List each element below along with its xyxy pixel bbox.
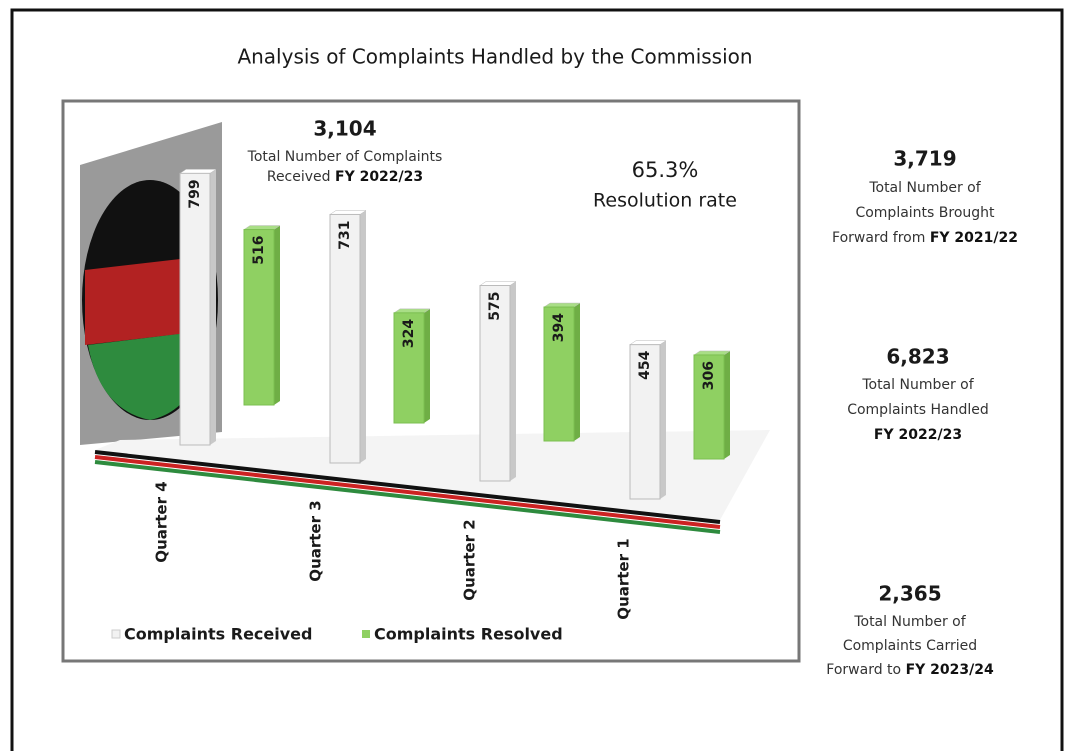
- bar-side: [574, 303, 580, 441]
- x-tick-label: Quarter 1: [615, 538, 633, 619]
- bar-side: [210, 169, 216, 445]
- bar-side: [424, 308, 430, 423]
- carried-line: Total Number of: [853, 614, 966, 630]
- chart-title: Analysis of Complaints Handled by the Co…: [237, 45, 752, 69]
- handled-value: 6,823: [886, 345, 949, 369]
- bar: [329, 213, 361, 464]
- handled-line: FY 2022/23: [874, 427, 962, 443]
- bar-top: [543, 302, 581, 308]
- bar: [693, 354, 725, 460]
- x-tick-label: Quarter 2: [461, 519, 479, 600]
- data-label: 394: [551, 313, 567, 342]
- bar: [243, 229, 275, 406]
- bar-top: [393, 308, 431, 314]
- received-line: Total Number of Complaints: [247, 149, 443, 165]
- bar: [179, 172, 211, 446]
- bar-side: [724, 350, 730, 459]
- text: FY 2023/24: [906, 662, 994, 678]
- handled-line: Total Number of: [861, 377, 974, 393]
- text: FY 2022/23: [335, 169, 423, 185]
- handled-line: Complaints Handled: [847, 402, 989, 418]
- bar-top: [179, 169, 217, 174]
- x-tick-label: Quarter 4: [153, 481, 171, 562]
- rate-label: Resolution rate: [593, 190, 737, 212]
- legend-swatch: [111, 629, 121, 639]
- legend-label: Complaints Resolved: [374, 625, 563, 644]
- rate-value: 65.3%: [632, 158, 699, 182]
- brought-line: Total Number of: [868, 180, 981, 196]
- x-tick-label: Quarter 3: [307, 500, 325, 581]
- carried-value: 2,365: [878, 582, 941, 606]
- bar-top: [329, 210, 367, 215]
- carried-line: Complaints Carried: [843, 638, 977, 654]
- text: Received: [267, 169, 331, 185]
- bar-top: [693, 350, 731, 356]
- bar: [629, 344, 661, 500]
- data-label: 306: [701, 361, 717, 390]
- floor: [94, 430, 770, 534]
- bar-side: [274, 225, 280, 405]
- legend-label: Complaints Received: [124, 625, 312, 644]
- data-label: 516: [251, 236, 267, 265]
- brought-line: Complaints Brought: [855, 205, 995, 221]
- data-label: 324: [401, 319, 417, 348]
- brought-line: Forward from FY 2021/22: [832, 230, 1018, 246]
- bar-top: [243, 225, 281, 230]
- text: Forward to: [826, 662, 901, 678]
- data-label: 454: [637, 350, 653, 379]
- data-label: 575: [487, 292, 503, 321]
- received-line: Received FY 2022/23: [267, 169, 423, 185]
- bar: [393, 312, 425, 424]
- bar: [543, 306, 575, 442]
- bar-top: [479, 281, 517, 286]
- text: Forward from: [832, 230, 925, 246]
- carried-line: Forward to FY 2023/24: [826, 662, 994, 678]
- received-value: 3,104: [313, 117, 376, 141]
- bar-top: [629, 340, 667, 345]
- bar-side: [360, 210, 366, 463]
- data-label: 799: [187, 179, 203, 208]
- brought-value: 3,719: [893, 147, 956, 171]
- legend-swatch: [362, 630, 370, 638]
- bar-side: [510, 281, 516, 481]
- text: FY 2021/22: [930, 230, 1018, 246]
- bar-side: [660, 340, 666, 499]
- bar: [479, 285, 511, 482]
- data-label: 731: [337, 220, 353, 249]
